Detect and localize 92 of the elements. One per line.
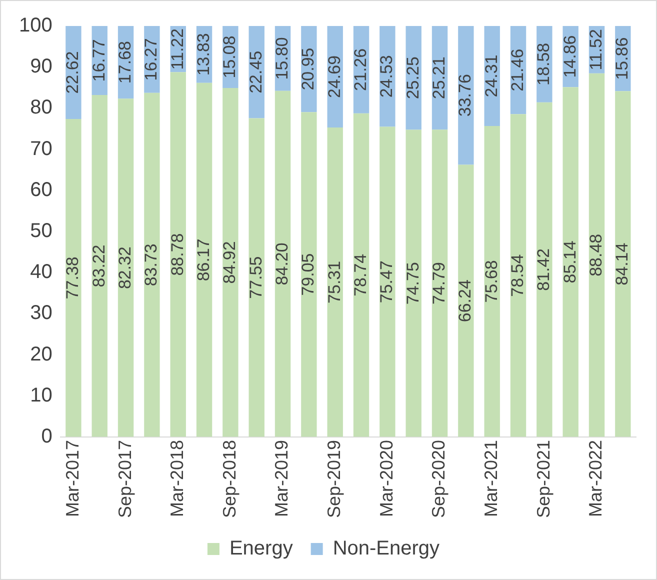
- x-tick-label: Sep-2019: [324, 440, 344, 518]
- y-tick-label: 10: [30, 384, 52, 406]
- data-label: 83.22: [89, 244, 108, 288]
- bar: [588, 73, 605, 437]
- data-label: 24.53: [377, 55, 396, 98]
- data-label: 77.38: [63, 256, 82, 300]
- y-tick-label: 20: [30, 343, 52, 366]
- y-tick-label: 100: [18, 14, 52, 37]
- data-label: 79.05: [298, 253, 318, 296]
- data-label: 82.32: [115, 246, 134, 290]
- data-label: 15.86: [612, 37, 632, 80]
- data-label: 84.20: [272, 242, 292, 286]
- bar: [92, 94, 108, 437]
- data-label: 11.52: [586, 29, 606, 70]
- x-tick-label: Mar-2021: [481, 440, 502, 517]
- data-label: 75.68: [482, 260, 501, 303]
- data-label: 16.77: [89, 39, 108, 82]
- data-label: 15.08: [220, 36, 240, 78]
- data-label: 74.75: [403, 262, 422, 305]
- bar: [458, 26, 474, 165]
- data-label: 15.80: [272, 37, 292, 80]
- bar: [301, 112, 317, 437]
- y-tick-label: 90: [30, 56, 52, 78]
- data-label: 84.92: [220, 241, 240, 284]
- bar: [484, 126, 500, 437]
- data-label: 33.76: [456, 74, 475, 117]
- bar: [66, 118, 82, 437]
- data-label: 20.95: [298, 48, 318, 90]
- y-tick-label: 60: [30, 178, 52, 201]
- bar: [562, 87, 578, 437]
- y-tick-label: 30: [30, 302, 52, 324]
- data-label: 75.31: [324, 260, 344, 304]
- y-tick-label: 50: [30, 220, 52, 242]
- data-label: 78.74: [350, 254, 370, 296]
- data-label: 74.79: [429, 262, 448, 305]
- data-label: 25.21: [429, 56, 448, 100]
- data-label: 83.73: [142, 244, 161, 286]
- x-tick-label: Sep-2017: [114, 440, 135, 518]
- data-label: 75.47: [377, 260, 396, 304]
- data-label: 11.22: [168, 28, 187, 70]
- x-tick-label: Mar-2018: [167, 440, 188, 517]
- data-label: 21.46: [508, 48, 527, 92]
- x-tick-label: Sep-2021: [533, 440, 554, 518]
- bar: [380, 126, 396, 437]
- data-label: 25.25: [403, 56, 422, 100]
- data-label: 86.17: [194, 238, 213, 282]
- data-label: 14.86: [560, 35, 580, 78]
- data-label: 85.14: [560, 240, 580, 284]
- bar: [406, 130, 422, 437]
- legend-label: Energy: [229, 538, 293, 560]
- data-label: 88.48: [586, 234, 606, 276]
- data-label: 22.62: [63, 51, 82, 94]
- x-tick-label: Mar-2017: [62, 440, 82, 517]
- data-label: 84.14: [612, 242, 632, 286]
- y-tick-label: 0: [41, 425, 52, 448]
- data-label: 81.42: [534, 248, 554, 291]
- x-tick-label: Mar-2020: [376, 440, 396, 517]
- bar: [458, 164, 474, 437]
- y-tick-label: 40: [30, 261, 52, 284]
- bar: [327, 127, 343, 437]
- data-label: 16.27: [142, 38, 161, 81]
- data-label: 88.78: [168, 233, 187, 276]
- bar: [274, 90, 291, 437]
- x-tick-label: Mar-2022: [586, 440, 606, 517]
- data-label: 66.24: [456, 280, 475, 322]
- data-label: 17.68: [115, 41, 134, 84]
- x-tick-label: Mar-2019: [272, 440, 292, 517]
- x-tick-label: Sep-2020: [428, 440, 449, 518]
- data-label: 22.45: [246, 50, 266, 94]
- data-label: 77.55: [246, 256, 266, 299]
- bar: [196, 82, 212, 437]
- bar: [118, 98, 134, 437]
- legend-label: Non-Energy: [332, 538, 440, 560]
- bar: [432, 130, 448, 437]
- bar: [170, 72, 186, 437]
- data-label: 18.58: [534, 42, 554, 86]
- bar: [353, 113, 370, 437]
- bar: [510, 114, 526, 437]
- data-label: 21.26: [350, 48, 370, 91]
- y-tick-label: 80: [30, 96, 52, 119]
- bar: [144, 92, 160, 437]
- data-label: 24.31: [482, 54, 501, 98]
- bar: [615, 91, 631, 437]
- data-label: 78.54: [508, 254, 527, 297]
- bar: [222, 88, 238, 437]
- bar: [536, 102, 552, 437]
- data-label: 24.69: [324, 55, 344, 98]
- y-tick-label: 70: [30, 138, 52, 160]
- bar: [248, 118, 264, 437]
- x-tick-label: Sep-2018: [219, 440, 240, 518]
- data-label: 13.83: [194, 33, 213, 76]
- bar: [484, 26, 500, 126]
